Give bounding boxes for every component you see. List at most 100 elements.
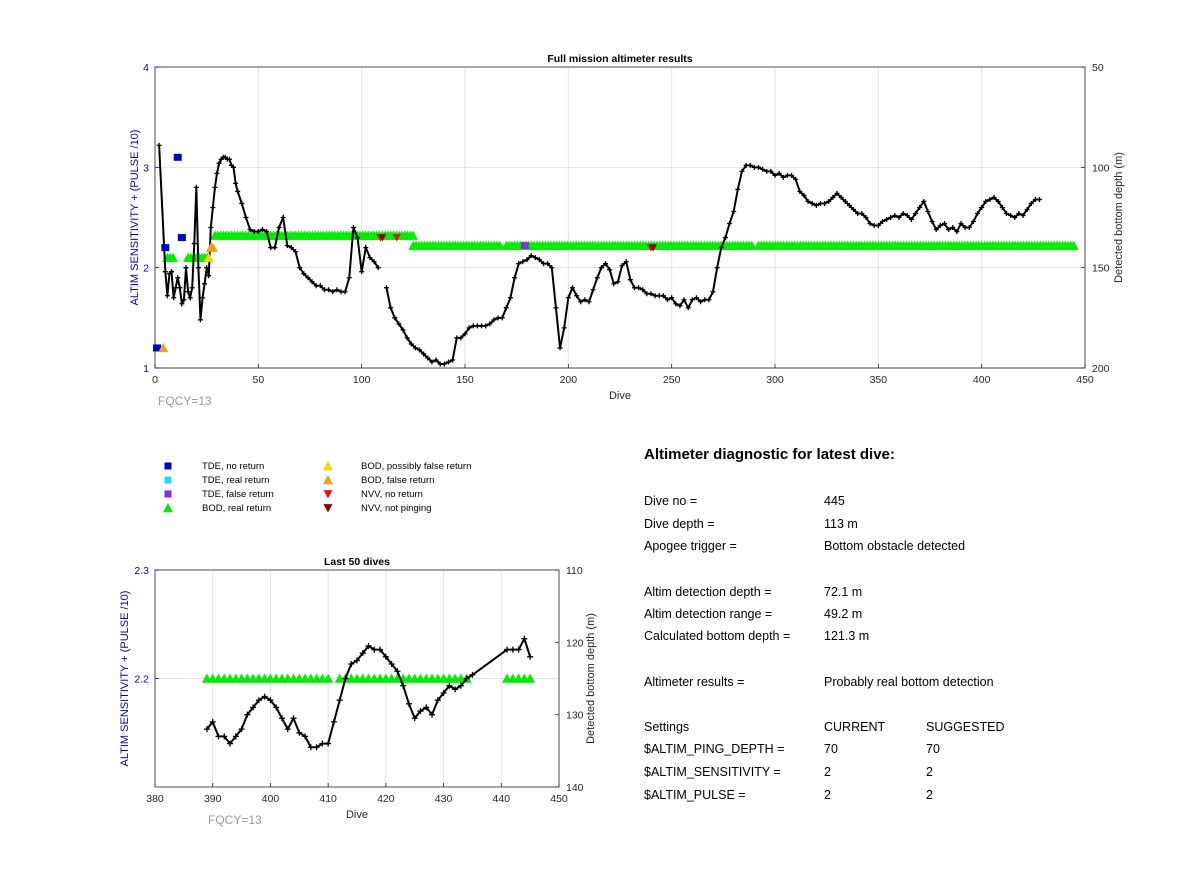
depth-point (937, 223, 943, 229)
depth-point (363, 245, 369, 251)
depth-point (917, 204, 923, 210)
x-tick-label: 380 (146, 793, 164, 805)
depth-point (515, 646, 522, 653)
x-tick-label: 200 (560, 374, 578, 386)
depth-point (309, 279, 315, 285)
depth-point (718, 245, 724, 251)
diag-label: $ALTIM_PULSE = (644, 788, 746, 802)
depth-point (417, 347, 423, 353)
depth-point (921, 198, 927, 204)
depth-point (209, 718, 216, 725)
legend-label-bod-possibly-false: BOD, possibly false return (361, 461, 472, 472)
depth-point (561, 325, 567, 331)
x-tick-label: 150 (456, 374, 474, 386)
diag-suggested: 2 (926, 765, 933, 779)
depth-point (272, 245, 278, 251)
diag-current: 70 (824, 742, 838, 756)
depth-point (171, 295, 177, 301)
bod-real-marker (408, 230, 419, 240)
depth-point (941, 221, 947, 227)
depth-point (336, 697, 343, 704)
depth-point (206, 273, 212, 279)
depth-point (417, 708, 424, 715)
depth-point (445, 359, 451, 365)
y-left-tick-label: 2.3 (134, 565, 149, 577)
depth-point (179, 301, 185, 307)
last-50-dives-chart: 380 390 400 410 420 430 440 450 2.2 2.3 110 120 130 1… (119, 556, 597, 827)
depth-point (859, 210, 865, 216)
depth-point (867, 221, 873, 227)
depth-point (330, 718, 337, 725)
depth-point (722, 235, 728, 241)
depth-point (334, 287, 340, 293)
depth-point (297, 265, 303, 271)
depth-point (195, 265, 201, 271)
depth-point (516, 261, 522, 267)
depth-point (590, 287, 596, 293)
depth-point (528, 253, 534, 259)
depth-point (826, 198, 832, 204)
x-tick-label: 450 (1076, 374, 1094, 386)
x-tick-label: 350 (870, 374, 888, 386)
y-right-tick-label: 110 (566, 565, 583, 577)
y-right-tick-label: 150 (1092, 263, 1110, 275)
depth-point (660, 293, 666, 299)
depth-point (521, 635, 528, 642)
legend-symbol-triangle-up (163, 503, 173, 513)
depth-point (1016, 210, 1022, 216)
depth-point (296, 729, 303, 736)
depth-point (185, 289, 191, 295)
depth-point (780, 174, 786, 180)
legend-symbol-square (164, 490, 172, 498)
marker-tde-false-return (520, 242, 529, 250)
y-right-tick-label: 50 (1092, 62, 1104, 74)
depth-point (755, 164, 761, 170)
marker-nvv-not-pinging (378, 234, 387, 242)
depth-point (594, 275, 600, 281)
depth-point (838, 194, 844, 200)
depth-point (288, 245, 294, 251)
depth-point (636, 285, 642, 291)
bod-real-marker (746, 240, 757, 250)
depth-point (365, 642, 372, 649)
depth-point (259, 227, 265, 233)
depth-point (216, 160, 222, 166)
depth-point (582, 297, 588, 303)
depth-point (457, 682, 464, 689)
x-tick-label: 300 (766, 374, 784, 386)
depth-point (805, 198, 811, 204)
depth-point (214, 170, 220, 176)
depth-point (204, 265, 210, 271)
depth-point (462, 331, 468, 337)
depth-point (830, 194, 836, 200)
x-tick-label: 390 (204, 793, 222, 805)
depth-point (429, 359, 435, 365)
depth-point (367, 255, 373, 261)
depth-point (317, 283, 323, 289)
depth-point (267, 697, 274, 704)
y-left-tick-label: 1 (143, 363, 149, 375)
depth-point (1037, 196, 1043, 202)
depth-point (371, 646, 378, 653)
depth-point (215, 733, 222, 740)
depth-point (623, 259, 629, 265)
depth-point (231, 164, 237, 170)
depth-point (603, 261, 609, 267)
y-right-tick-label: 200 (1092, 363, 1110, 375)
depth-point (212, 184, 218, 190)
depth-point (1012, 215, 1018, 220)
depth-point (469, 671, 476, 678)
depth-point (371, 259, 377, 265)
depth-point (553, 305, 559, 311)
depth-point (326, 287, 332, 293)
depth-point (545, 261, 551, 267)
depth-point (244, 711, 251, 718)
depth-point (278, 715, 285, 722)
depth-point (640, 287, 646, 293)
depth-point (383, 285, 389, 291)
depth-point (183, 265, 189, 271)
depth-point (503, 305, 509, 311)
depth-point (1003, 210, 1009, 216)
depth-point (772, 172, 778, 178)
x-tick-label: 430 (435, 793, 453, 805)
